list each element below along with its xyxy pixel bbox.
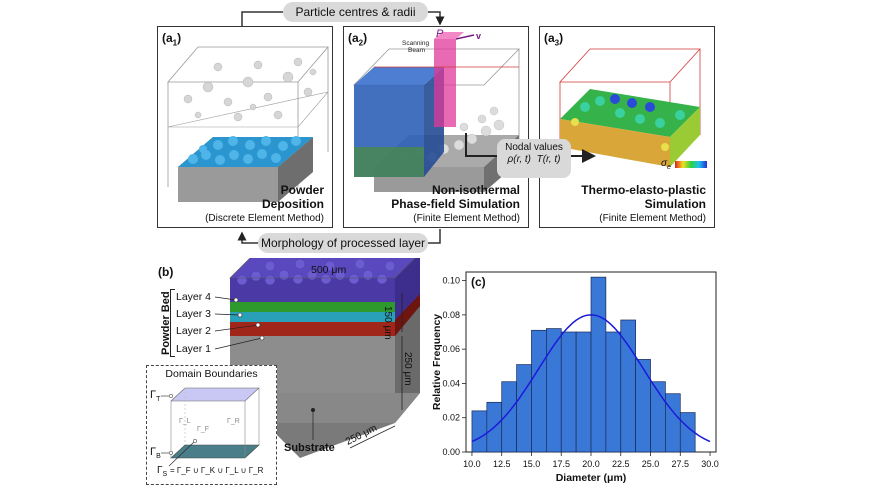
morphology-pill: Morphology of processed layer <box>258 233 428 253</box>
x-tick-label: 22.5 <box>612 459 630 469</box>
arrow-to-a2 <box>428 11 445 26</box>
velocity-symbol: v <box>476 31 481 41</box>
panel-a2: P v Scanning Beam (a2) Non-isothermal Pha… <box>343 26 529 228</box>
power-symbol: P <box>436 28 444 40</box>
stress-colorbar: σe <box>661 158 711 171</box>
gamma-bottom-label: ΓB <box>150 446 161 461</box>
panel-a1: (a1) Powder Deposition (Discrete Element … <box>157 26 333 228</box>
histogram-bar <box>679 412 696 453</box>
panel-a3-method: (Finite Element Method) <box>599 213 706 224</box>
powder-bed-bracket <box>170 289 175 357</box>
x-tick-label: 25.0 <box>642 459 660 469</box>
layer-1-label: Layer 1 <box>176 343 212 355</box>
substrate-label: Substrate <box>284 442 335 454</box>
domain-cube <box>161 387 260 467</box>
nodal-vars: ρ(r, t) T(r, t) <box>507 154 561 165</box>
histogram-bar <box>590 276 607 453</box>
panel-a2-title: Non-isothermal Phase-field Simulation <box>391 183 520 211</box>
histogram-bar <box>531 329 547 453</box>
arrow-morph-to-a1 <box>237 231 258 244</box>
face-right-label: Γ_R <box>227 418 240 425</box>
y-tick-label: 0.06 <box>442 344 460 354</box>
thermo-elasto-plastic-illustration <box>559 48 701 167</box>
histogram-bar <box>516 364 532 453</box>
nodal-title: Nodal values <box>505 142 563 153</box>
panel-b-label: (b) <box>158 265 174 279</box>
width-dimension: 500 μm <box>311 264 347 276</box>
colorbar-gradient <box>675 161 707 168</box>
face-left-label: Γ_L <box>179 418 191 425</box>
x-tick-label: 27.5 <box>672 459 690 469</box>
y-tick-label: 0.04 <box>442 378 460 388</box>
panel-a1-method: (Discrete Element Method) <box>205 213 324 224</box>
y-tick-label: 0.08 <box>442 310 460 320</box>
panel-a3-label: (a3) <box>544 31 564 48</box>
y-axis-label: Relative Frequency <box>431 314 443 410</box>
arrow-from-a2 <box>428 229 441 244</box>
gamma-top-label: ΓT <box>150 389 161 404</box>
panel-a3-title: Thermo-elasto-plastic Simulation <box>581 183 706 211</box>
phase-field-illustration: P v Scanning Beam <box>353 28 520 192</box>
diameter-histogram: 10.0 12.5 15.0 17.5 20.0 22.5 25.0 27.5 30.0 0.00… <box>431 271 719 484</box>
stress-symbol: σe <box>661 158 671 171</box>
layer-4-label: Layer 4 <box>176 291 212 303</box>
normal-fit-curve <box>471 314 711 443</box>
x-tick-label: 17.5 <box>552 459 570 469</box>
y-tick-label: 0.02 <box>442 413 460 423</box>
layer-3-label: Layer 3 <box>176 308 212 320</box>
histogram-bar <box>471 410 488 453</box>
histogram-bar <box>620 319 636 453</box>
domain-boundaries-inset: Domain Boundaries ΓT ΓB Γ_L Γ_F Γ_R ΓS =… <box>146 365 277 485</box>
x-axis-label: Diameter (μm) <box>556 472 627 484</box>
panel-c-label: (c) <box>471 275 486 289</box>
y-tick-label: 0.00 <box>442 447 460 457</box>
histogram-bar <box>665 393 681 453</box>
panel-a1-label: (a1) <box>162 31 182 48</box>
gamma-side-label: ΓS = Γ_F ∪ Γ_K ∪ Γ_L ∪ Γ_R <box>157 465 264 478</box>
layer-2-label: Layer 2 <box>176 325 212 337</box>
beam-label-1: Scanning <box>402 40 429 47</box>
y-tick-label: 0.10 <box>442 276 460 286</box>
panel-a2-label: (a2) <box>348 31 368 48</box>
panel-a1-title: Powder Deposition <box>262 183 324 211</box>
histogram-bar <box>560 331 577 453</box>
panel-a2-method: (Finite Element Method) <box>413 213 520 224</box>
x-tick-label: 20.0 <box>582 459 600 469</box>
particle-centres-pill: Particle centres & radii <box>283 2 428 22</box>
domain-title: Domain Boundaries <box>165 368 258 380</box>
histogram-bar <box>635 359 651 453</box>
powder-deposition-illustration <box>167 46 329 202</box>
nodal-values-box: Nodal values ρ(r, t) T(r, t) <box>497 139 571 178</box>
histogram-bar <box>575 331 592 453</box>
histogram-bar <box>546 328 562 453</box>
panel-a3: (a3) σe Thermo-elasto-plastic Simulation … <box>539 26 715 228</box>
x-tick-label: 30.0 <box>701 459 719 469</box>
x-tick-label: 15.0 <box>523 459 541 469</box>
histogram-bar <box>605 331 622 453</box>
face-front-label: Γ_F <box>197 426 210 433</box>
x-tick-label: 10.0 <box>463 459 481 469</box>
x-tick-label: 12.5 <box>493 459 511 469</box>
beam-label-2: Beam <box>408 47 425 54</box>
arrow-to-a1 <box>241 11 283 26</box>
